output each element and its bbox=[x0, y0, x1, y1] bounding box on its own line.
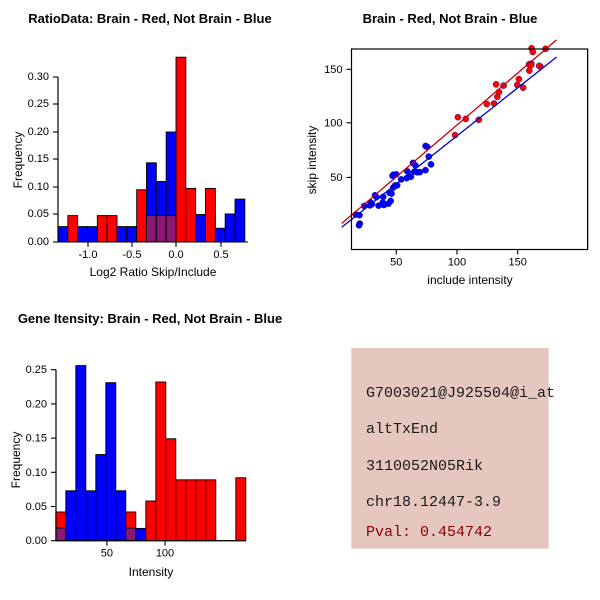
svg-text:0.00: 0.00 bbox=[26, 535, 47, 547]
svg-text:150: 150 bbox=[324, 64, 342, 76]
svg-text:0.15: 0.15 bbox=[28, 153, 49, 165]
svg-text:3110052N05Rik: 3110052N05Rik bbox=[366, 458, 483, 475]
svg-text:0.20: 0.20 bbox=[26, 398, 47, 410]
svg-text:skip intensity: skip intensity bbox=[305, 126, 319, 195]
svg-text:100: 100 bbox=[448, 257, 466, 269]
svg-text:0.10: 0.10 bbox=[28, 181, 49, 193]
svg-text:0.05: 0.05 bbox=[26, 501, 47, 513]
svg-text:100: 100 bbox=[156, 548, 174, 560]
svg-text:50: 50 bbox=[330, 172, 342, 184]
svg-text:0.05: 0.05 bbox=[28, 208, 49, 220]
svg-text:0.30: 0.30 bbox=[28, 71, 49, 83]
svg-text:Frequency: Frequency bbox=[11, 132, 25, 189]
svg-text:RatioData: Brain - Red, Not Br: RatioData: Brain - Red, Not Brain - Blue bbox=[28, 11, 271, 26]
svg-text:50: 50 bbox=[390, 257, 402, 269]
svg-text:0.25: 0.25 bbox=[26, 364, 47, 376]
svg-text:-0.5: -0.5 bbox=[123, 249, 142, 261]
svg-text:G7003021@J925504@i_at: G7003021@J925504@i_at bbox=[366, 385, 555, 402]
svg-text:0.15: 0.15 bbox=[26, 433, 47, 445]
svg-text:0.0: 0.0 bbox=[168, 249, 183, 261]
svg-text:Frequency: Frequency bbox=[9, 432, 23, 489]
svg-text:150: 150 bbox=[509, 257, 527, 269]
svg-text:include intensity: include intensity bbox=[427, 273, 512, 287]
svg-text:0.10: 0.10 bbox=[26, 467, 47, 479]
svg-text:Gene Itensity: Brain - Red, No: Gene Itensity: Brain - Red, Not Brain - … bbox=[18, 311, 282, 326]
svg-text:Intensity: Intensity bbox=[129, 565, 174, 579]
svg-text:-1.0: -1.0 bbox=[79, 249, 98, 261]
svg-text:0.25: 0.25 bbox=[28, 98, 49, 110]
svg-text:Log2 Ratio Skip/Include: Log2 Ratio Skip/Include bbox=[90, 265, 217, 279]
svg-text:chr18.12447-3.9: chr18.12447-3.9 bbox=[366, 494, 501, 511]
svg-text:0.20: 0.20 bbox=[28, 126, 49, 138]
svg-text:100: 100 bbox=[324, 118, 342, 130]
svg-text:Brain - Red, Not Brain - Blue: Brain - Red, Not Brain - Blue bbox=[363, 11, 538, 26]
svg-text:0.00: 0.00 bbox=[28, 236, 49, 248]
svg-text:altTxEnd: altTxEnd bbox=[366, 421, 438, 438]
svg-text:50: 50 bbox=[101, 548, 113, 560]
svg-text:Pval: 0.454742: Pval: 0.454742 bbox=[366, 524, 492, 541]
svg-text:0.5: 0.5 bbox=[213, 249, 228, 261]
